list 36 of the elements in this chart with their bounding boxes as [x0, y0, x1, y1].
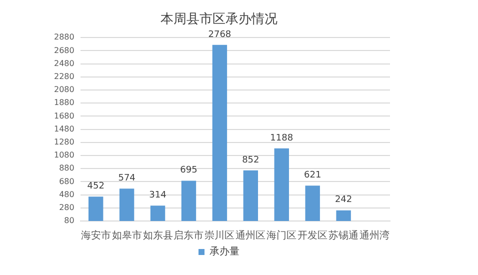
- y-tick-label: 2880: [54, 32, 74, 42]
- x-tick-label: 通州区: [236, 230, 266, 242]
- x-tick-label: 启东市: [174, 230, 204, 242]
- x-tick-label: 崇川区: [204, 230, 235, 242]
- y-tick-label: 480: [59, 190, 74, 199]
- y-tick-label: 2680: [54, 46, 74, 55]
- data-label: 2768: [208, 30, 232, 40]
- y-tick-label: 880: [59, 164, 74, 173]
- chart-title: 本周县市区承办情况: [160, 12, 278, 28]
- y-tick-label: 2280: [54, 72, 74, 81]
- x-tick-label: 通州湾: [360, 230, 390, 242]
- y-tick-label: 1480: [54, 124, 74, 134]
- data-label: 314: [149, 190, 167, 201]
- x-tick-label: 苏锡通: [328, 230, 359, 242]
- x-tick-label: 如东县: [142, 230, 173, 242]
- y-tick-label: 1080: [54, 150, 74, 160]
- x-tick-label: 如皋市: [112, 230, 142, 242]
- y-tick-label: 2080: [54, 85, 74, 94]
- y-tick-label: 1680: [54, 111, 74, 120]
- y-tick-label: 680: [59, 176, 74, 186]
- y-tick-label: 80: [64, 216, 74, 226]
- data-label: 852: [242, 155, 260, 166]
- data-label: 695: [180, 166, 198, 176]
- y-tick-label: 1280: [54, 137, 74, 146]
- legend-label: 承办量: [210, 246, 240, 258]
- x-tick-label: 开发区: [298, 230, 328, 242]
- data-label: 621: [304, 170, 322, 180]
- data-label: 242: [334, 195, 352, 206]
- y-tick-label: 1880: [54, 98, 74, 108]
- y-tick-label: 280: [59, 202, 74, 212]
- data-label: 574: [118, 173, 136, 184]
- data-label: 1188: [270, 133, 294, 144]
- data-label: 452: [87, 181, 104, 192]
- x-tick-label: 海安市: [80, 230, 111, 242]
- x-tick-label: 海门区: [266, 230, 297, 242]
- y-tick-label: 2480: [54, 58, 74, 68]
